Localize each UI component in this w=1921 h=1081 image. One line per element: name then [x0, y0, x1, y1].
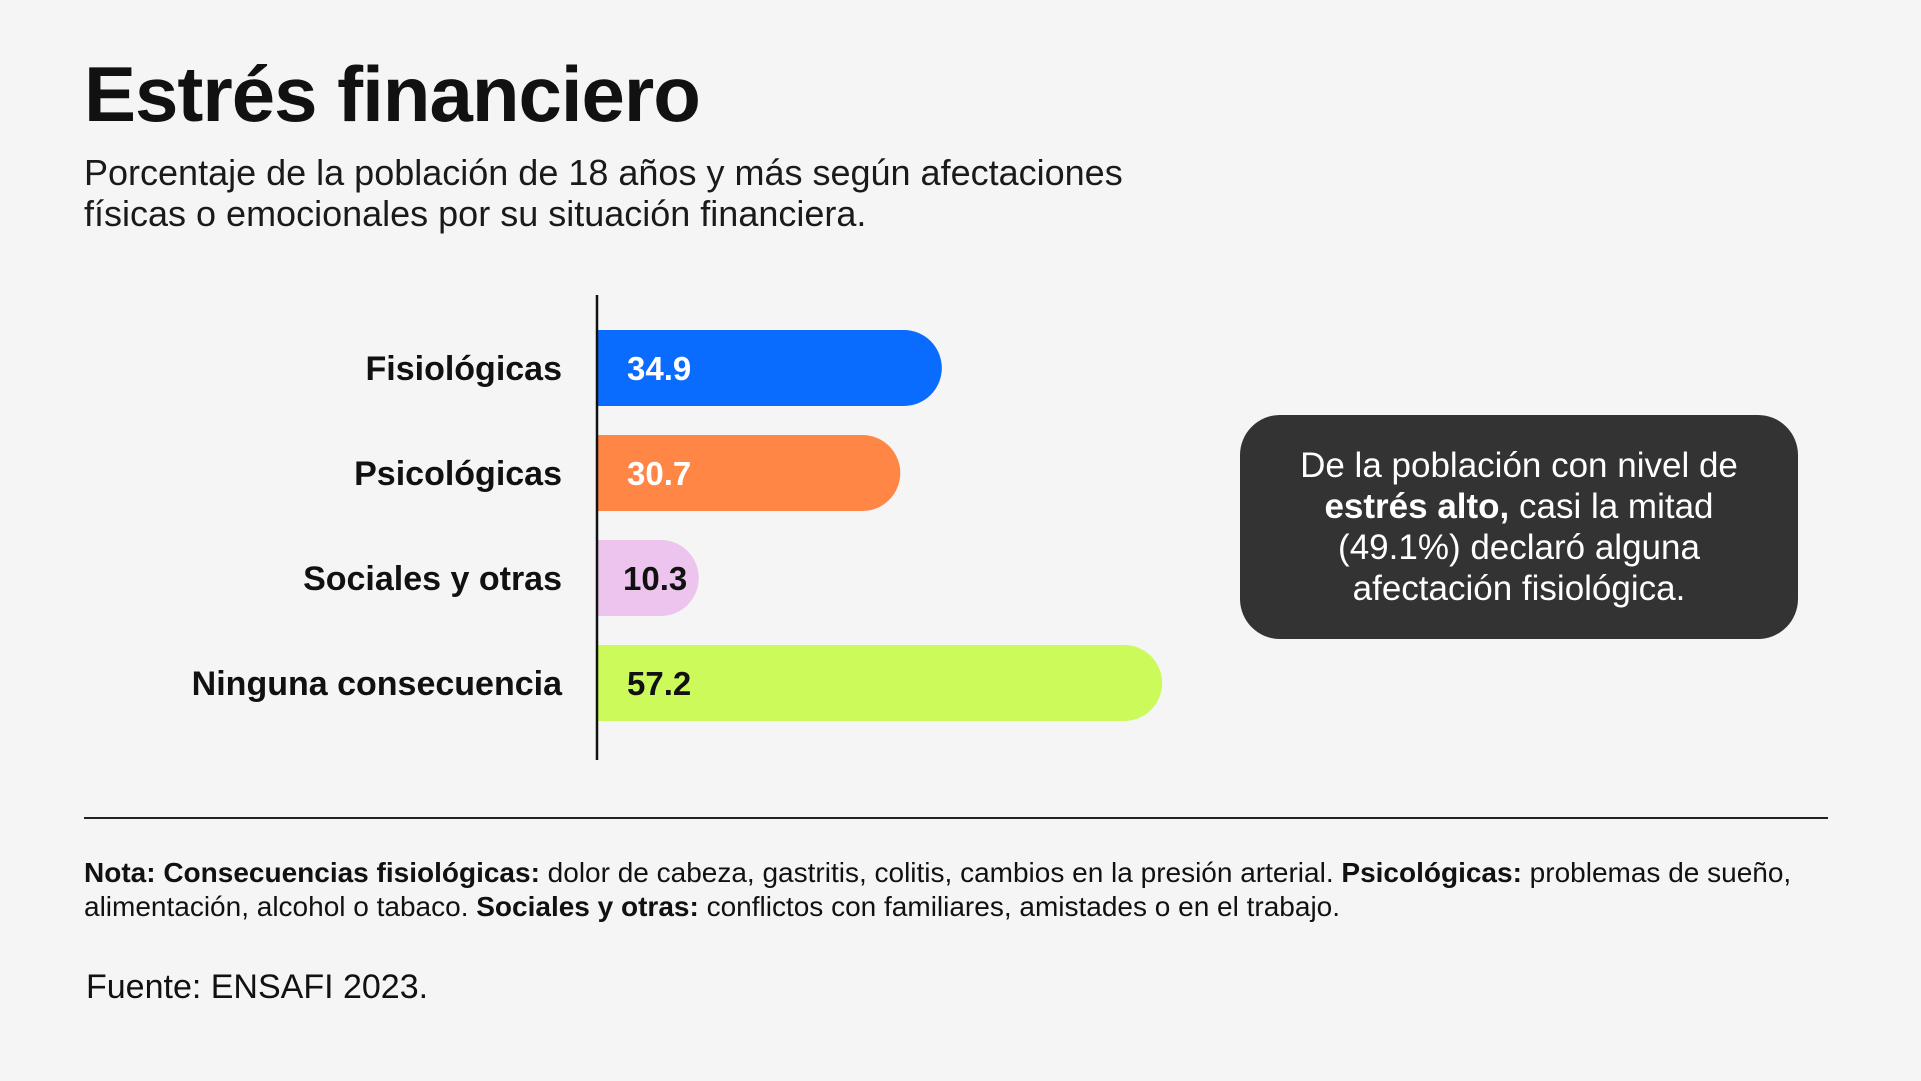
category-label-sociales-y-otras: Sociales y otras [303, 560, 562, 598]
bar-ninguna-consecuencia [597, 645, 1163, 721]
callout-box: De la población con nivel de estrés alto… [1240, 415, 1798, 639]
note-text-sociales: conflictos con familiares, amistades o e… [698, 891, 1341, 922]
note-label-psicologicas: Psicológicas: [1341, 857, 1522, 888]
note-text-psicologicas: problemas de sueño, alimentación, alcoho… [84, 857, 1792, 922]
chart-title: Estrés financiero [84, 50, 701, 138]
divider [84, 817, 1828, 819]
value-label-fisiologicas: 34.9 [627, 350, 691, 387]
note-text-fisiologicas: dolor de cabeza, gastritis, colitis, cam… [539, 857, 1342, 888]
note-label-sociales: Sociales y otras: [476, 891, 699, 922]
value-label-ninguna-consecuencia: 57.2 [627, 665, 691, 702]
bar-fisiologicas [597, 330, 942, 406]
callout-text: De la población con nivel de estrés alto… [1276, 445, 1762, 609]
callout-text-pre: De la población con nivel de [1300, 446, 1738, 485]
note: Nota: Consecuencias fisiológicas: dolor … [84, 856, 1836, 924]
bar-chart: Fisiológicas 34.9 Psicológicas 30.7 Sociales… [192, 295, 1163, 760]
callout-text-bold: estrés alto, [1324, 487, 1510, 526]
note-label-fisiologicas: Nota: Consecuencias fisiológicas: [84, 857, 540, 888]
value-label-sociales-y-otras: 10.3 [623, 560, 687, 597]
bar-psicologicas [597, 435, 901, 511]
category-label-psicologicas: Psicológicas [354, 455, 562, 493]
source-text: Fuente: ENSAFI 2023. [86, 968, 429, 1006]
value-label-psicologicas: 30.7 [627, 455, 691, 492]
bar-sociales-y-otras [597, 540, 699, 616]
callout-text-post: casi la mitad (49.1%) declaró alguna afe… [1338, 487, 1714, 608]
category-label-fisiologicas: Fisiológicas [366, 350, 563, 388]
category-label-ninguna-consecuencia: Ninguna consecuencia [192, 665, 563, 703]
chart-subtitle: Porcentaje de la población de 18 años y … [84, 152, 1123, 234]
